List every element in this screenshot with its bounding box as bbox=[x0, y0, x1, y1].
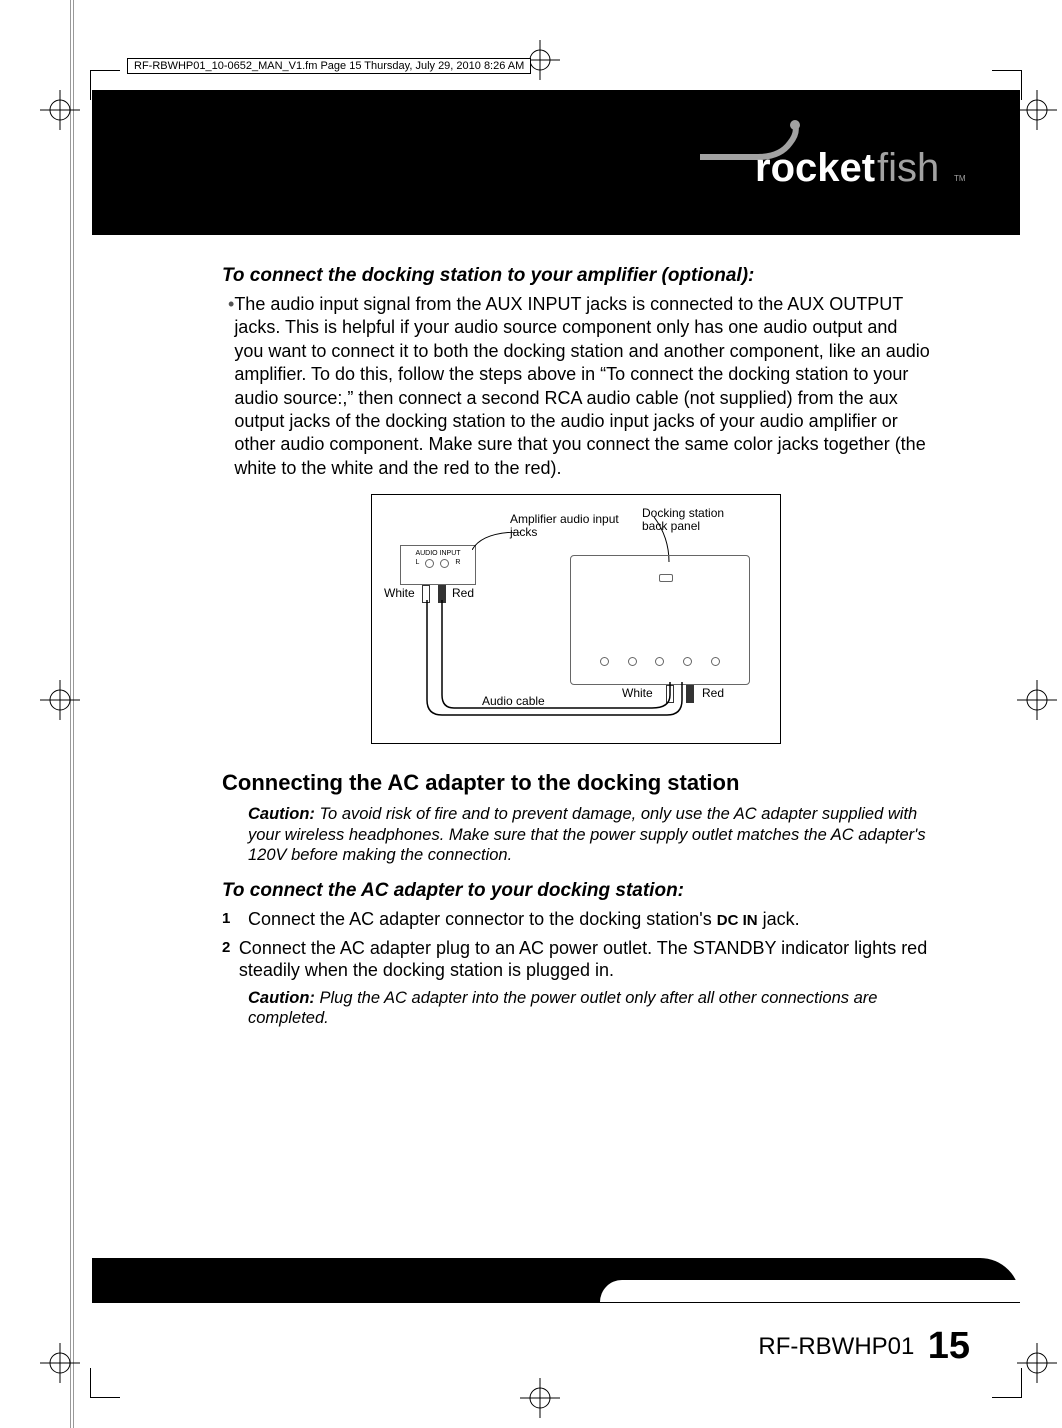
caution-label: Caution: bbox=[248, 989, 315, 1007]
caution-label: Caution: bbox=[248, 805, 315, 823]
audio-cable-line bbox=[422, 600, 702, 720]
step-2: 2 Connect the AC adapter plug to an AC p… bbox=[222, 937, 930, 982]
footer-text: RF-RBWHP01 15 bbox=[758, 1325, 970, 1368]
file-path-label: RF-RBWHP01_10-0652_MAN_V1.fm Page 15 Thu… bbox=[127, 58, 531, 74]
registration-mark bbox=[40, 680, 80, 720]
registration-mark bbox=[1017, 680, 1057, 720]
step-text: Connect the AC adapter connector to the … bbox=[248, 908, 800, 931]
red-label: Red bbox=[452, 587, 474, 600]
dcin-label: DC IN bbox=[717, 912, 758, 929]
left-label: L bbox=[416, 559, 420, 568]
amp-jacks-label: Amplifier audio input jacks bbox=[510, 513, 620, 539]
audio-cable-label: Audio cable bbox=[482, 695, 545, 708]
step1-post: jack. bbox=[758, 909, 800, 929]
footer: RF-RBWHP01 15 bbox=[92, 1258, 1020, 1368]
section-subhead: To connect the docking station to your a… bbox=[222, 265, 930, 287]
svg-text:fish: fish bbox=[877, 146, 939, 190]
registration-mark bbox=[40, 1343, 80, 1383]
rocketfish-logo: rocket fish TM bbox=[700, 115, 980, 195]
wiring-diagram: Amplifier audio input jacks Docking stat… bbox=[371, 494, 781, 744]
port-icon bbox=[659, 574, 673, 582]
leader-line bbox=[472, 532, 522, 550]
page: RF-RBWHP01_10-0652_MAN_V1.fm Page 15 Thu… bbox=[92, 70, 1020, 1398]
jack-icon bbox=[425, 559, 434, 568]
step1-pre: Connect the AC adapter connector to the … bbox=[248, 909, 717, 929]
step-text: Connect the AC adapter plug to an AC pow… bbox=[239, 937, 930, 982]
content-area: To connect the docking station to your a… bbox=[92, 235, 1020, 1029]
registration-mark bbox=[1017, 90, 1057, 130]
caution-text-2: Caution: Plug the AC adapter into the po… bbox=[248, 988, 930, 1029]
white-label: White bbox=[384, 587, 415, 600]
caution-text: Caution: To avoid risk of fire and to pr… bbox=[248, 804, 930, 866]
jack-icon bbox=[711, 657, 720, 666]
header-band: rocket fish TM bbox=[92, 90, 1020, 235]
registration-mark bbox=[1017, 1343, 1057, 1383]
section-heading: Connecting the AC adapter to the docking… bbox=[222, 770, 930, 796]
step-number: 2 bbox=[222, 937, 239, 982]
caution-body: To avoid risk of fire and to prevent dam… bbox=[248, 805, 926, 864]
section-subhead-2: To connect the AC adapter to your dockin… bbox=[222, 880, 930, 902]
model-number: RF-RBWHP01 bbox=[758, 1333, 914, 1360]
red-label-2: Red bbox=[702, 687, 724, 700]
svg-text:TM: TM bbox=[954, 174, 966, 183]
audio-input-text: AUDIO INPUT bbox=[401, 550, 475, 557]
jack-icon bbox=[440, 559, 449, 568]
step-number: 1 bbox=[222, 908, 248, 931]
page-number: 15 bbox=[928, 1325, 970, 1367]
footer-arc-cutout bbox=[600, 1280, 1020, 1302]
step-1: 1 Connect the AC adapter connector to th… bbox=[222, 908, 930, 931]
footer-arc bbox=[92, 1258, 1020, 1303]
bullet-text: The audio input signal from the AUX INPU… bbox=[234, 293, 930, 480]
amplifier-box: AUDIO INPUT L R bbox=[400, 545, 476, 585]
svg-text:rocket: rocket bbox=[755, 146, 875, 190]
caution-body: Plug the AC adapter into the power outle… bbox=[248, 989, 877, 1028]
bullet-dot: • bbox=[222, 293, 234, 480]
right-label: R bbox=[455, 559, 460, 568]
bullet-paragraph: • The audio input signal from the AUX IN… bbox=[222, 293, 930, 480]
registration-mark bbox=[40, 90, 80, 130]
